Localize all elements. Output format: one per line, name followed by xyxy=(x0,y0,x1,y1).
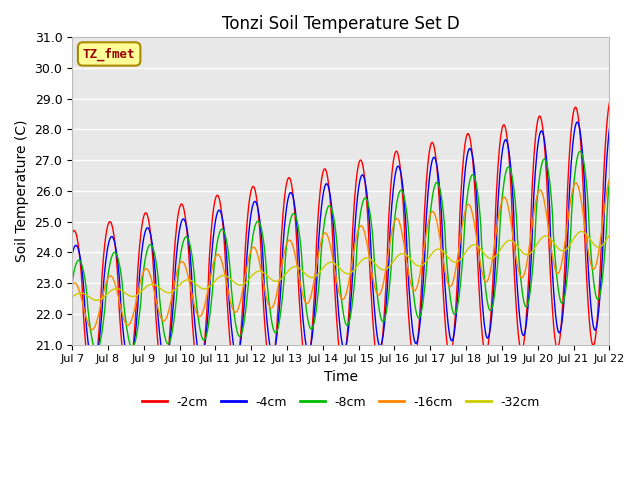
-8cm xyxy=(92,348,100,354)
-32cm xyxy=(78,290,86,296)
-4cm xyxy=(573,119,581,125)
Line: -8cm: -8cm xyxy=(72,151,609,351)
-4cm xyxy=(78,266,86,272)
-4cm xyxy=(407,307,415,312)
-4cm xyxy=(605,126,613,132)
-32cm xyxy=(422,258,430,264)
Title: Tonzi Soil Temperature Set D: Tonzi Soil Temperature Set D xyxy=(222,15,460,33)
-2cm xyxy=(605,100,613,106)
-4cm xyxy=(90,364,98,370)
-16cm xyxy=(189,294,196,300)
-8cm xyxy=(134,324,141,329)
-16cm xyxy=(88,327,96,333)
-2cm xyxy=(407,338,415,344)
-8cm xyxy=(605,177,613,182)
-16cm xyxy=(134,290,141,296)
-2cm xyxy=(189,320,196,326)
Legend: -2cm, -4cm, -8cm, -16cm, -32cm: -2cm, -4cm, -8cm, -16cm, -32cm xyxy=(136,391,545,414)
-32cm xyxy=(134,292,141,298)
-32cm xyxy=(189,278,196,284)
-2cm xyxy=(88,380,95,386)
-32cm xyxy=(217,273,225,279)
-4cm xyxy=(189,291,196,297)
Line: -32cm: -32cm xyxy=(72,231,609,300)
-16cm xyxy=(605,177,613,183)
-32cm xyxy=(605,233,613,239)
-2cm xyxy=(134,265,141,271)
-8cm xyxy=(407,261,415,267)
Y-axis label: Soil Temperature (C): Soil Temperature (C) xyxy=(15,120,29,262)
-16cm xyxy=(217,256,225,262)
Line: -4cm: -4cm xyxy=(72,122,609,367)
-8cm xyxy=(189,256,196,262)
-4cm xyxy=(217,209,225,215)
-32cm xyxy=(578,228,586,234)
-16cm xyxy=(78,297,86,303)
-16cm xyxy=(407,280,415,286)
-4cm xyxy=(422,214,430,220)
X-axis label: Time: Time xyxy=(324,370,358,384)
-32cm xyxy=(68,293,76,299)
-8cm xyxy=(422,267,430,273)
-8cm xyxy=(68,279,76,285)
Line: -16cm: -16cm xyxy=(72,180,609,330)
-2cm xyxy=(217,204,225,210)
-2cm xyxy=(68,230,76,236)
-16cm xyxy=(422,230,430,236)
-2cm xyxy=(422,180,430,185)
-8cm xyxy=(217,227,225,233)
-32cm xyxy=(407,256,415,262)
-16cm xyxy=(68,281,76,287)
Text: TZ_fmet: TZ_fmet xyxy=(83,48,136,60)
-4cm xyxy=(134,302,141,308)
-2cm xyxy=(78,280,86,286)
-32cm xyxy=(93,298,100,303)
-4cm xyxy=(68,252,76,258)
-8cm xyxy=(577,148,584,154)
Line: -2cm: -2cm xyxy=(72,103,609,383)
-8cm xyxy=(78,262,86,268)
